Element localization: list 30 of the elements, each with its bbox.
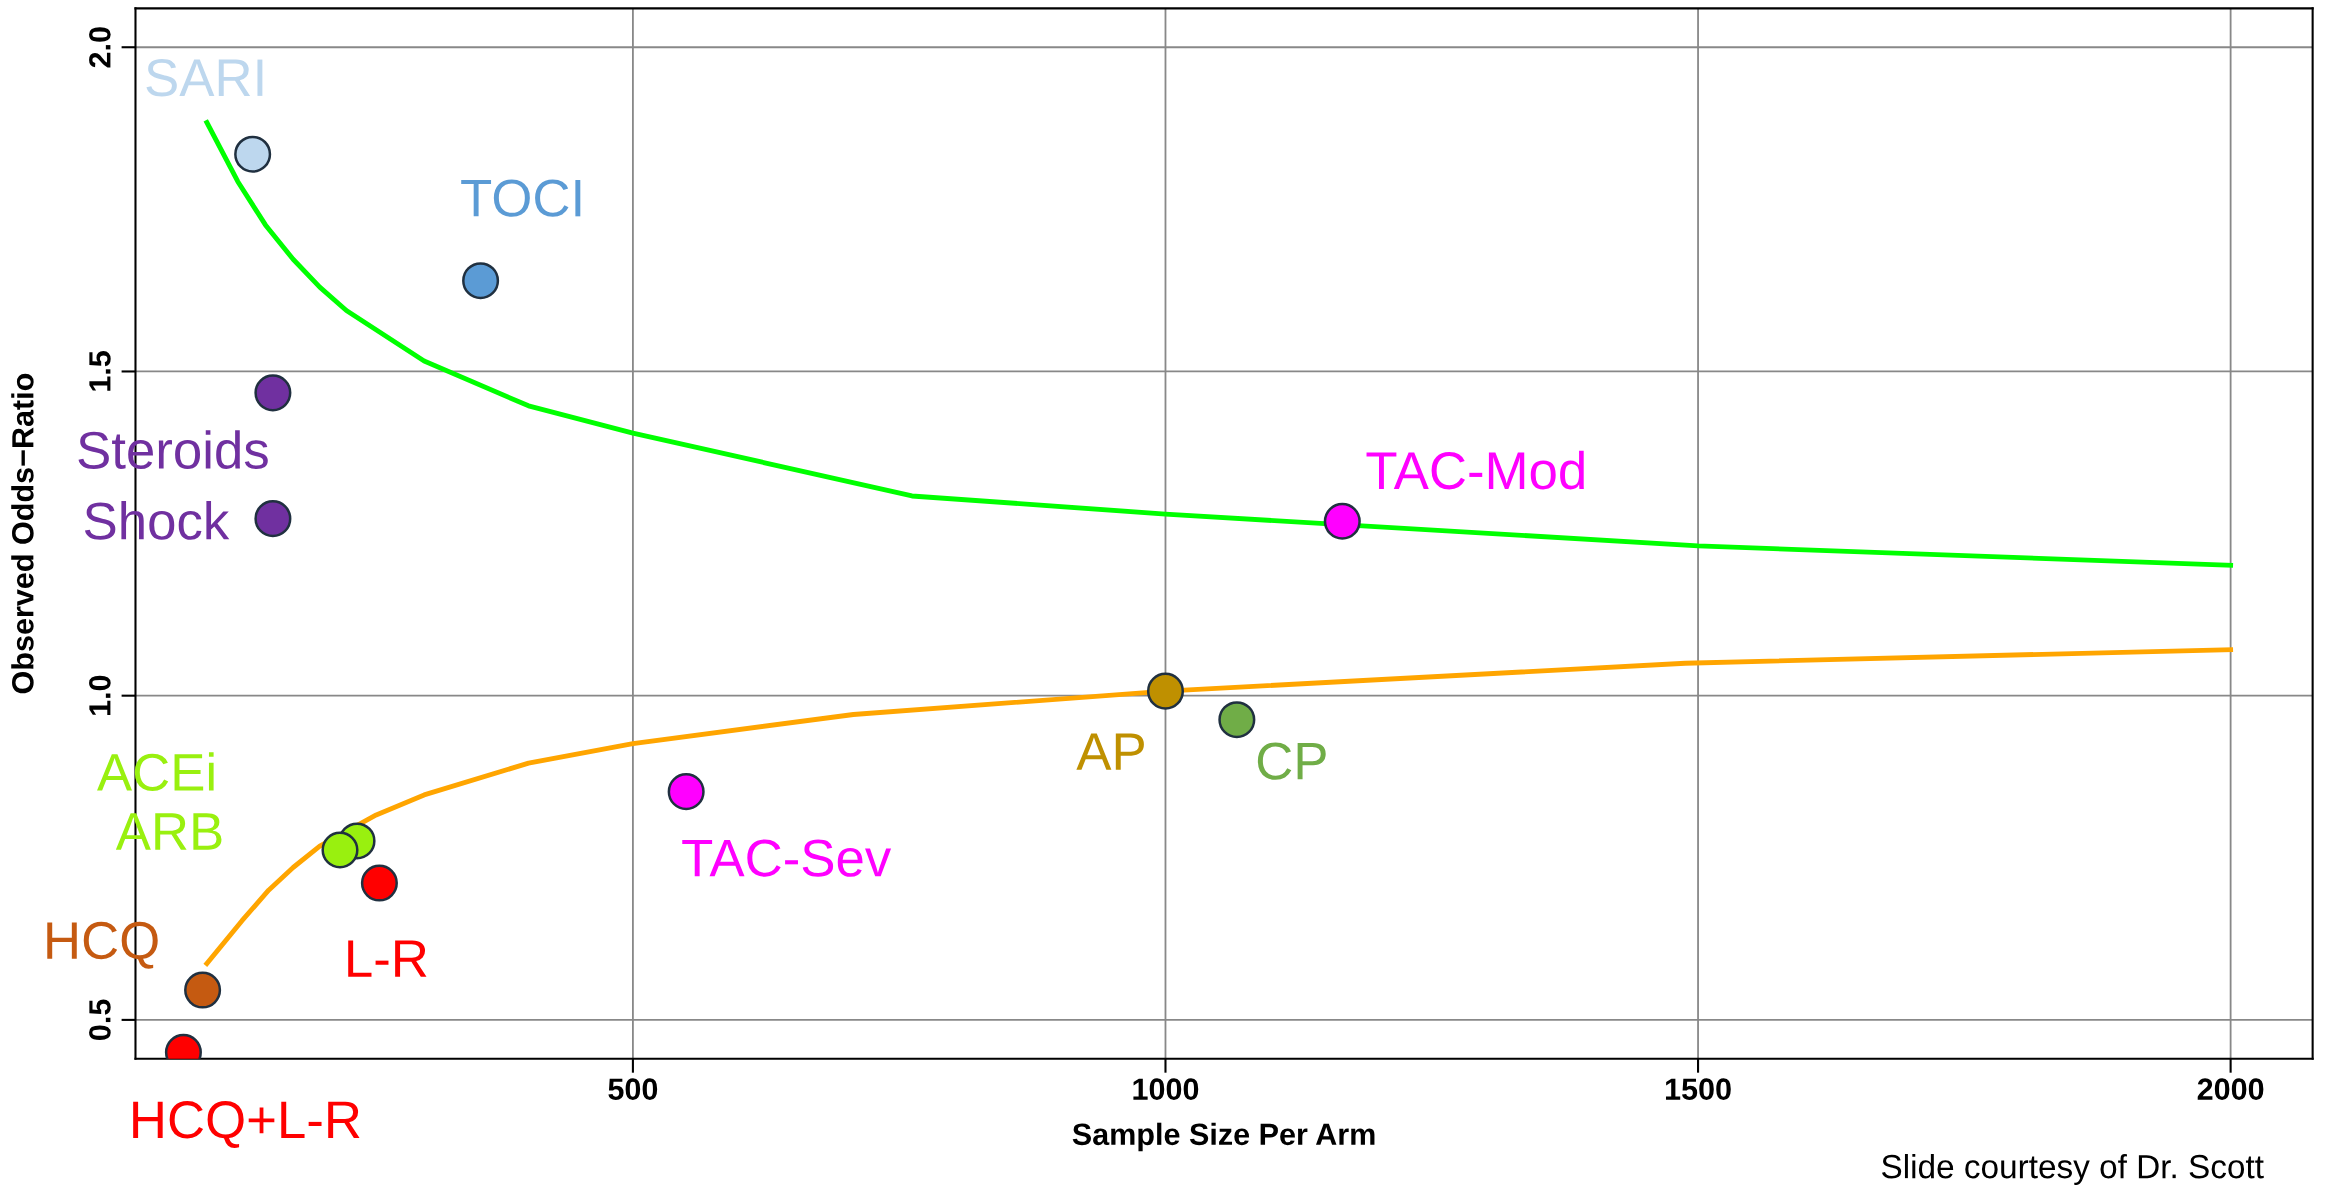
- point: [254, 374, 292, 412]
- point: [184, 971, 222, 1009]
- series-label: TOCI: [461, 179, 581, 217]
- y-tick-label: 1.5: [89, 351, 111, 391]
- series-label: CP: [1257, 742, 1326, 780]
- point: [254, 500, 292, 538]
- point: [667, 773, 705, 811]
- series-label: HCQ+L-R: [133, 1101, 360, 1148]
- point: [321, 831, 359, 869]
- x-tick-label: 1500: [1665, 1078, 1731, 1100]
- text: Slide courtesy of Dr. Scott: [1882, 1153, 2264, 1186]
- point: [1218, 701, 1256, 739]
- y-tick-label: 1.0: [89, 675, 111, 715]
- series-label: AP: [1076, 733, 1144, 770]
- point: [234, 135, 272, 173]
- point: [1323, 502, 1361, 540]
- x-axis-title: Sample Size Per Arm: [1072, 1122, 1375, 1152]
- point: [1146, 672, 1185, 710]
- series-label: TAC-Sev: [682, 839, 892, 877]
- y-tick-label: 0.5: [89, 999, 111, 1040]
- series-label: TAC-Mod: [1366, 450, 1584, 490]
- x-tick-label: 2000: [2197, 1078, 2264, 1100]
- y-tick-label: 2.0: [89, 27, 111, 68]
- series-label: L-R: [348, 940, 427, 977]
- x-tick-label: 1000: [1133, 1078, 1199, 1100]
- y-axis-title: Observed Odds−Ratio: [11, 373, 34, 694]
- point: [462, 262, 500, 300]
- series-label: SARI: [146, 59, 263, 97]
- x-tick-label: 500: [608, 1078, 658, 1100]
- point: [360, 864, 398, 902]
